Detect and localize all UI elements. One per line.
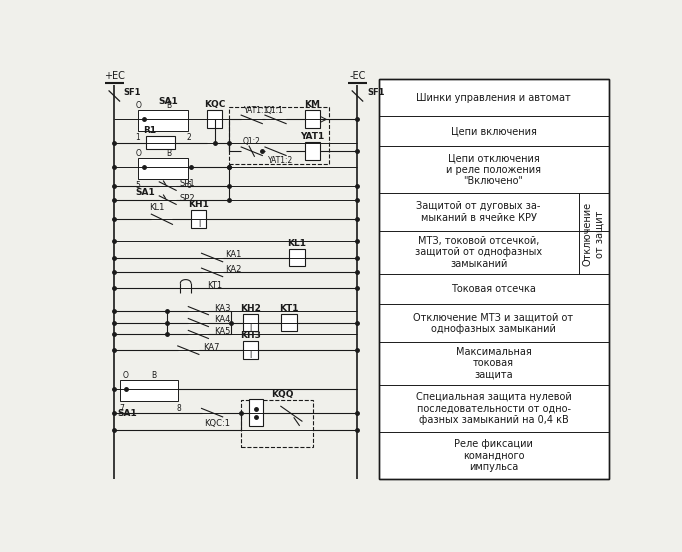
Text: +ЕС: +ЕС xyxy=(104,71,125,81)
Text: KH1: KH1 xyxy=(188,200,209,209)
Text: KA7: KA7 xyxy=(203,343,220,352)
Text: Q1:1: Q1:1 xyxy=(266,105,284,114)
Text: KT1: KT1 xyxy=(279,304,299,312)
Text: KQC:1: KQC:1 xyxy=(204,419,230,428)
Text: SP1: SP1 xyxy=(179,179,195,188)
Bar xyxy=(281,314,297,331)
Text: SA1: SA1 xyxy=(136,188,155,197)
Bar xyxy=(146,136,175,149)
Text: Токовая отсечка: Токовая отсечка xyxy=(451,284,536,294)
Bar xyxy=(305,142,321,160)
Text: О: О xyxy=(122,371,128,380)
Text: SP2: SP2 xyxy=(179,194,195,203)
Text: I: I xyxy=(249,351,251,360)
Text: KA1: KA1 xyxy=(225,251,241,259)
Text: SA1: SA1 xyxy=(159,97,179,106)
Text: О: О xyxy=(136,149,141,158)
Bar xyxy=(138,158,188,179)
Text: SA1: SA1 xyxy=(117,410,136,418)
Text: Защитой от дуговых за-
мыканий в ячейке КРУ: Защитой от дуговых за- мыканий в ячейке … xyxy=(417,201,541,223)
Text: Отключение
от защит: Отключение от защит xyxy=(583,202,604,266)
Text: Цепи отключения
и реле положения
"Включено": Цепи отключения и реле положения "Включе… xyxy=(446,153,541,187)
Text: МТЗ, токовой отсечкой,
защитой от однофазных
замыканий: МТЗ, токовой отсечкой, защитой от однофа… xyxy=(415,236,542,269)
Text: Шинки управления и автомат: Шинки управления и автомат xyxy=(416,93,571,103)
Text: KT1: KT1 xyxy=(207,281,222,290)
Text: KL1: KL1 xyxy=(287,238,306,247)
Text: 5: 5 xyxy=(136,181,140,190)
Text: О: О xyxy=(136,101,141,110)
Text: Максимальная
токовая
защита: Максимальная токовая защита xyxy=(456,347,531,380)
Text: KH2: KH2 xyxy=(239,304,261,312)
Text: SF1: SF1 xyxy=(367,88,385,97)
Bar xyxy=(248,399,263,426)
Text: YAT1:1: YAT1:1 xyxy=(244,105,269,114)
Text: I: I xyxy=(198,220,200,229)
Text: R1: R1 xyxy=(143,126,156,135)
Text: В: В xyxy=(151,371,157,380)
Bar xyxy=(243,314,258,331)
Text: В: В xyxy=(166,149,171,158)
Bar xyxy=(243,341,258,359)
Text: YAT1: YAT1 xyxy=(300,132,325,141)
Text: I: I xyxy=(249,323,251,332)
Text: KQC: KQC xyxy=(204,100,226,109)
Text: -ЕС: -ЕС xyxy=(349,71,366,81)
Bar xyxy=(241,400,312,447)
Bar xyxy=(305,110,321,128)
Text: 7: 7 xyxy=(119,404,125,413)
Text: KA3: KA3 xyxy=(213,304,231,312)
Text: 6: 6 xyxy=(186,181,191,190)
Text: В: В xyxy=(166,101,171,110)
Bar xyxy=(379,79,608,479)
Text: YAT1:2: YAT1:2 xyxy=(267,156,293,165)
Text: 8: 8 xyxy=(177,404,181,413)
Bar xyxy=(119,380,178,401)
Bar xyxy=(192,210,206,228)
Bar xyxy=(229,107,329,164)
Text: SF1: SF1 xyxy=(124,88,141,97)
Text: KA2: KA2 xyxy=(225,266,241,274)
Text: Q1:2: Q1:2 xyxy=(242,137,260,146)
Text: KA5: KA5 xyxy=(213,327,230,336)
Text: 2: 2 xyxy=(186,132,191,142)
Text: KQQ: KQQ xyxy=(271,390,293,399)
Bar xyxy=(138,110,188,131)
Text: 1: 1 xyxy=(136,132,140,142)
Text: Реле фиксации
командного
импульса: Реле фиксации командного импульса xyxy=(454,439,533,472)
Text: KA4: KA4 xyxy=(213,316,230,325)
Text: KL1: KL1 xyxy=(149,203,164,212)
Bar xyxy=(207,110,222,128)
Text: Специальная защита нулевой
последовательности от одно-
фазных замыканий на 0,4 к: Специальная защита нулевой последователь… xyxy=(416,392,572,426)
Text: Цепи включения: Цепи включения xyxy=(451,126,537,136)
Text: KM: KM xyxy=(305,100,321,109)
Text: Отключение МТЗ и защитой от
однофазных замыканий: Отключение МТЗ и защитой от однофазных з… xyxy=(413,312,574,334)
Text: KH3: KH3 xyxy=(239,331,261,340)
Bar xyxy=(288,248,305,267)
